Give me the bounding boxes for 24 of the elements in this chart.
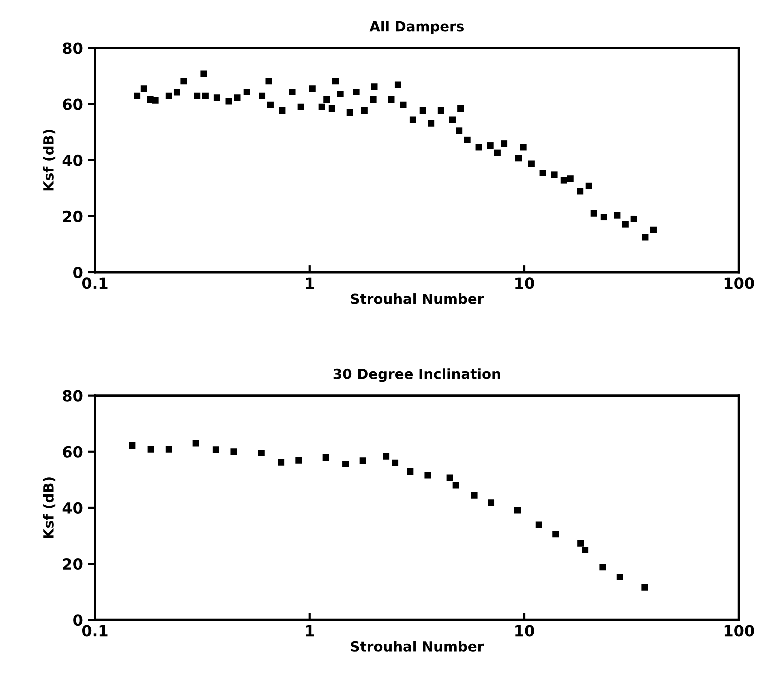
x-tick-label: 100 [724, 625, 754, 637]
x-tick-label: 1 [306, 625, 314, 637]
y-tick-label: 20 [63, 210, 83, 222]
chart-title: 30 Degree Inclination [334, 368, 500, 382]
x-tick-label: 1 [306, 278, 314, 289]
y-tick-label: 0 [74, 266, 83, 279]
y-tick-label: 40 [62, 154, 83, 166]
y-tick-label: 80 [63, 42, 83, 54]
x-tick-label: 0.1 [82, 278, 108, 290]
y-tick-label: 40 [62, 502, 83, 514]
x-tick-label: 100 [724, 278, 754, 290]
x-tick-label: 0.1 [82, 625, 108, 637]
y-tick-label: 60 [63, 98, 83, 110]
y-tick-label: 80 [63, 390, 83, 402]
y-axis-title: Ksf (dB) [43, 130, 56, 191]
chart-title: All Dampers [370, 21, 464, 34]
x-axis-title: Strouhal Number [351, 641, 484, 652]
y-tick-label: 20 [63, 558, 83, 570]
x-tick-label: 10 [516, 625, 534, 637]
x-axis-title: Strouhal Number [351, 294, 484, 304]
y-tick-label: 0 [74, 614, 83, 626]
x-tick-label: 10 [516, 278, 534, 290]
y-tick-label: 60 [63, 446, 83, 458]
y-axis-title: Ksf (dB) [43, 478, 56, 538]
